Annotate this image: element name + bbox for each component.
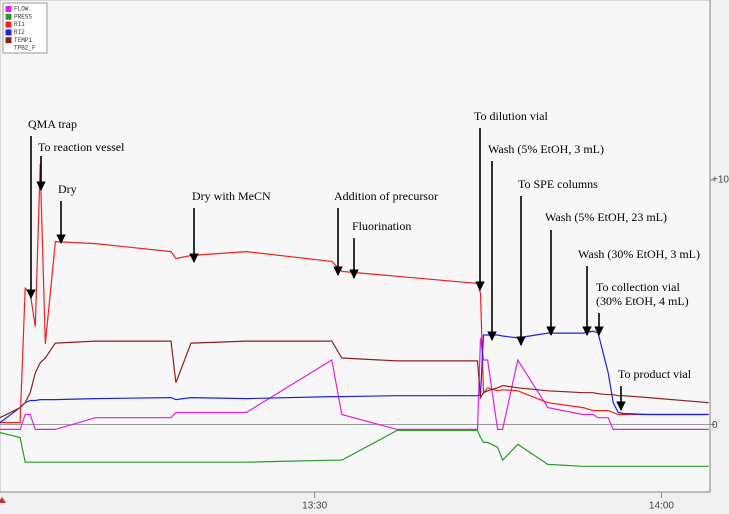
legend-label: RI1 xyxy=(14,21,25,28)
legend-swatch xyxy=(5,37,12,44)
legend-label: TPB2_F xyxy=(14,45,36,52)
annotation: Dry with MeCN xyxy=(192,189,271,203)
annotation: Fluorination xyxy=(352,219,411,233)
series-line xyxy=(0,429,709,467)
legend-label: PRESS xyxy=(14,13,32,20)
series-line xyxy=(0,337,709,430)
legend-swatch xyxy=(5,13,12,20)
annotation: To reaction vessel xyxy=(38,140,125,154)
annotation: To dilution vial xyxy=(474,109,548,123)
annotation: Wash (5% EtOH, 23 mL) xyxy=(545,210,667,224)
series-line xyxy=(0,330,709,424)
annotation: Addition of precursor xyxy=(334,189,438,203)
legend-label: FLOW xyxy=(14,6,29,13)
marker-icon xyxy=(0,497,6,503)
y-tick-label: +100 xyxy=(712,175,729,186)
legend-swatch xyxy=(5,6,12,12)
legend-label: RI2 xyxy=(14,29,25,36)
series-line xyxy=(0,340,709,419)
annotation: To product vial xyxy=(618,367,692,381)
annotation: To collection vial xyxy=(596,280,680,294)
annotation: Dry xyxy=(58,182,77,196)
annotation: Wash (5% EtOH, 3 mL) xyxy=(488,142,604,156)
legend-swatch xyxy=(5,21,12,28)
annotation: To SPE columns xyxy=(518,177,598,191)
legend-swatch xyxy=(5,29,12,36)
annotation: (30% EtOH, 4 mL) xyxy=(596,294,689,308)
legend-swatch xyxy=(5,45,12,51)
x-tick-label: 13:30 xyxy=(302,501,327,512)
x-tick-label: 14:00 xyxy=(649,501,674,512)
y-tick-label: 0 xyxy=(712,420,718,431)
annotation: QMA trap xyxy=(28,117,77,131)
legend-label: TEMP1 xyxy=(14,37,32,44)
annotation: Wash (30% EtOH, 3 mL) xyxy=(578,247,700,261)
